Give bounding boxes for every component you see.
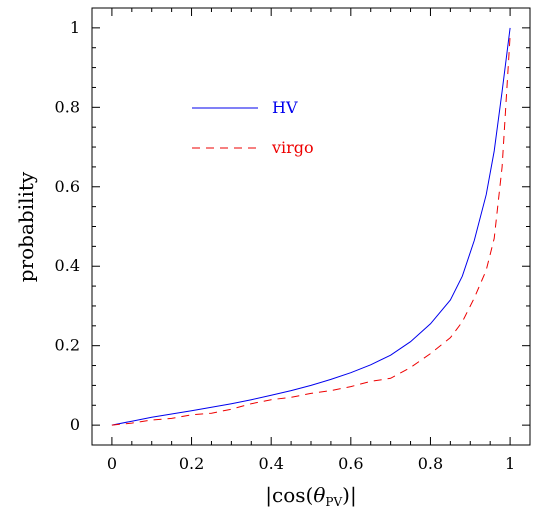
y-axis-title: probability	[14, 171, 38, 282]
x-tick-label: 0.4	[258, 454, 283, 473]
x-axis-title-func: cos(	[272, 483, 313, 507]
legend-label-hv: HV	[272, 98, 298, 117]
y-tick-label: 0.2	[55, 336, 80, 355]
y-tick-label: 0.8	[55, 97, 80, 116]
series-line-virgo	[111, 35, 511, 426]
x-tick-label: 0	[107, 454, 117, 473]
x-tick-label: 1	[505, 454, 515, 473]
x-axis-title-bar-left: |	[265, 483, 272, 508]
series-line-hv	[111, 27, 511, 426]
x-tick-label: 0.8	[418, 454, 443, 473]
y-tick-label: 0.6	[55, 177, 80, 196]
legend-label-virgo: virgo	[271, 138, 314, 157]
x-axis-title-close: )	[342, 483, 350, 507]
x-axis-title-subscript: PV	[325, 495, 342, 509]
series-layer	[111, 27, 511, 426]
x-tick-label: 0.2	[179, 454, 204, 473]
legend: HV virgo	[192, 98, 314, 157]
axis-tick-labels: 0 0.2 0.4 0.6 0.8 1 0 0.2 0.4 0.6 0.8 1	[55, 18, 516, 473]
x-tick-label: 0.6	[338, 454, 363, 473]
y-tick-label: 0	[70, 415, 80, 434]
plot-frame	[91, 7, 531, 446]
y-tick-label: 1	[70, 18, 80, 37]
y-tick-label: 0.4	[55, 256, 80, 275]
x-axis-title: |cos(θPV)|	[265, 483, 356, 509]
x-axis-title-theta: θ	[313, 483, 325, 507]
x-axis-title-bar-right: |	[350, 483, 357, 508]
axis-ticks	[91, 7, 531, 446]
